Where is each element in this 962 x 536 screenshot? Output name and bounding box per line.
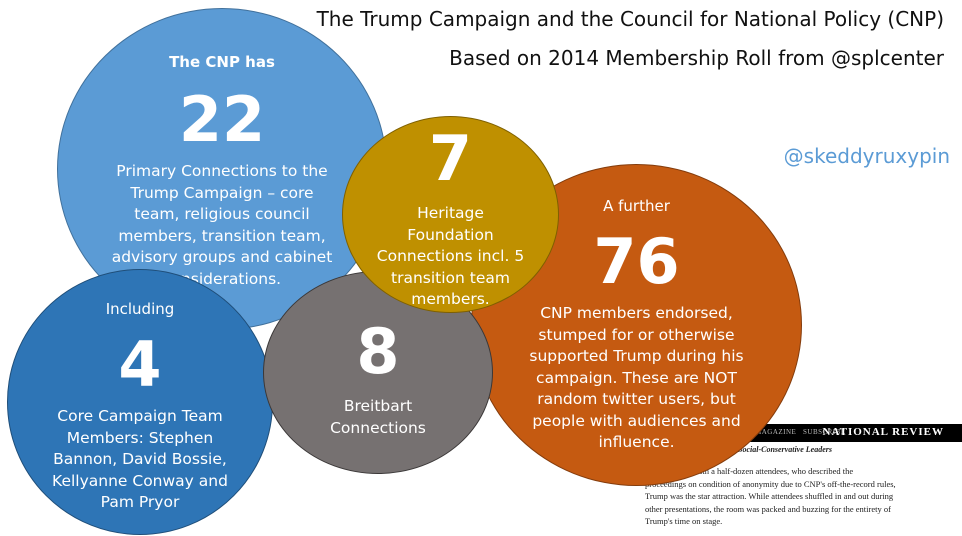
news-nav-subscribe: SUBSCRIBE xyxy=(803,428,846,436)
including-line: Core Campaign Team xyxy=(57,407,223,425)
further-line: stumped for or otherwise xyxy=(538,325,735,344)
news-line: conversations with a half-dozen attendee… xyxy=(645,466,854,476)
including-line: Kellyanne Conway and xyxy=(52,471,228,490)
news-line: Trump's time on stage. xyxy=(645,516,723,526)
further-line: random twitter users, but xyxy=(537,390,736,408)
including-description: Core Campaign Team Members: Stephen Bann… xyxy=(8,406,272,514)
including-intro: Including xyxy=(105,300,175,318)
heritage-number: 7 xyxy=(428,122,473,195)
cnp-description: Primary Connections to the Trump Campaig… xyxy=(58,161,386,290)
including-line: Members: Stephen xyxy=(66,428,214,447)
further-line: people with audiences and xyxy=(532,411,741,430)
news-body: conversations with a half-dozen attendee… xyxy=(645,465,925,528)
cnp-intro: The CNP has xyxy=(169,53,275,71)
further-line: CNP members endorsed, xyxy=(540,304,733,322)
breitbart-line: Connections xyxy=(330,418,426,437)
chart-subtitle: Based on 2014 Membership Roll from @splc… xyxy=(449,46,944,70)
news-line: proceedings on condition of anonymity du… xyxy=(645,478,896,489)
news-brand: NATIONAL REVIEW xyxy=(822,426,944,438)
twitter-handle: @skeddyruxypin xyxy=(783,144,950,168)
heritage-line: members. xyxy=(411,290,490,308)
news-line: other presentations, the room was packed… xyxy=(645,503,891,514)
breitbart-description: Breitbart Connections xyxy=(264,396,492,439)
cnp-line: Trump Campaign – core xyxy=(130,183,314,202)
further-supporters-circle: A further 76 CNP members endorsed, stump… xyxy=(471,164,802,486)
including-number: 4 xyxy=(118,328,162,401)
news-line: Trump was the star attraction. While att… xyxy=(645,491,894,501)
heritage-circle: 7 Heritage Foundation Connections incl. … xyxy=(342,116,559,313)
core-team-circle: Including 4 Core Campaign Team Members: … xyxy=(7,269,273,535)
breitbart-line: Breitbart xyxy=(343,397,413,415)
heritage-line: Connections incl. 5 xyxy=(376,247,525,265)
heritage-line: Heritage xyxy=(417,204,484,222)
further-line: supported Trump during his xyxy=(529,347,744,365)
cnp-line: advisory groups and cabinet xyxy=(111,248,333,266)
heritage-description: Heritage Foundation Connections incl. 5 … xyxy=(343,203,558,311)
further-intro: A further xyxy=(603,197,670,215)
chart-title: The Trump Campaign and the Council for N… xyxy=(316,7,944,31)
cnp-line: members, transition team, xyxy=(118,226,326,245)
further-line: influence. xyxy=(598,433,675,451)
news-nav-magazine: MAGAZINE xyxy=(755,428,797,436)
news-headline: Social-Conservative Leaders xyxy=(738,445,832,454)
cnp-line: team, religious council xyxy=(134,205,310,223)
breitbart-number: 8 xyxy=(356,315,400,388)
news-clipping: MAGAZINE SUBSCRIBE NATIONAL REVIEW Socia… xyxy=(640,424,962,536)
further-number: 76 xyxy=(593,225,680,298)
cnp-line: Primary Connections to the xyxy=(116,162,328,180)
including-line: Pam Pryor xyxy=(100,493,180,511)
heritage-line: transition team xyxy=(391,268,510,287)
including-line: Bannon, David Bossie, xyxy=(53,450,227,468)
cnp-number: 22 xyxy=(178,83,266,156)
heritage-line: Foundation xyxy=(407,225,494,244)
further-line: campaign. These are NOT xyxy=(536,368,737,387)
further-description: CNP members endorsed, stumped for or oth… xyxy=(472,303,801,454)
